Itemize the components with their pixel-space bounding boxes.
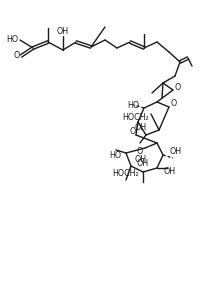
- Text: OH: OH: [137, 160, 149, 169]
- Text: O: O: [130, 128, 136, 136]
- Text: HOCH₂: HOCH₂: [113, 169, 139, 178]
- Text: OH: OH: [135, 122, 147, 131]
- Text: HO: HO: [127, 100, 139, 109]
- Text: HOCH₂: HOCH₂: [122, 113, 149, 122]
- Text: O: O: [14, 52, 20, 61]
- Text: HO: HO: [6, 35, 18, 44]
- Text: OH: OH: [57, 26, 69, 35]
- Text: O: O: [175, 82, 181, 91]
- Text: OH: OH: [135, 155, 147, 164]
- Text: HO: HO: [109, 152, 121, 160]
- Text: O: O: [137, 146, 143, 155]
- Text: OH: OH: [169, 148, 181, 157]
- Text: OH: OH: [163, 167, 175, 176]
- Text: O: O: [171, 100, 177, 109]
